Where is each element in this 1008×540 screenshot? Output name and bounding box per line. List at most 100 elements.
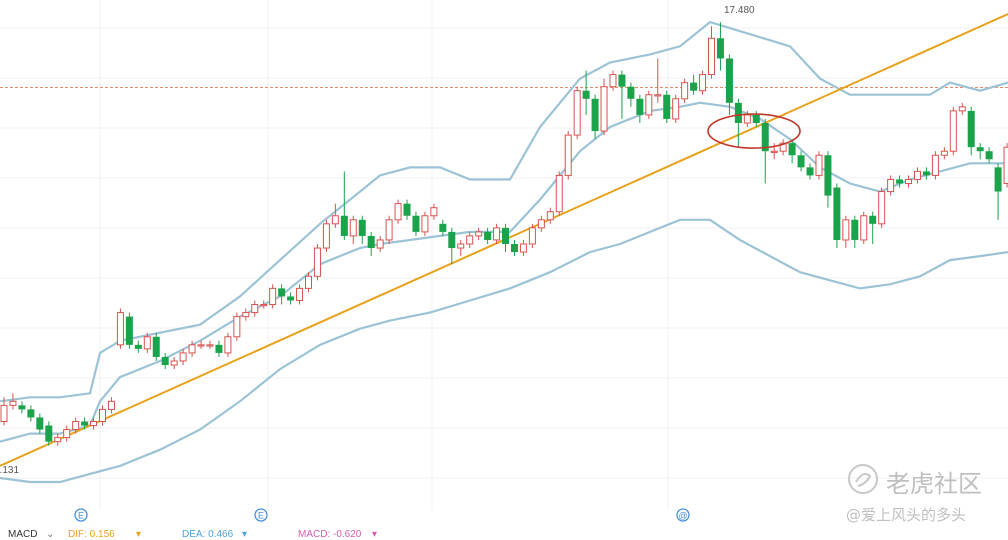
candle <box>510 239 518 257</box>
candle <box>546 207 554 224</box>
candle <box>9 393 17 410</box>
candle <box>99 405 107 426</box>
candle-body <box>385 219 393 241</box>
candle <box>340 171 348 240</box>
candle <box>582 70 590 115</box>
candle <box>448 227 456 265</box>
candle <box>922 167 930 180</box>
candle-body <box>940 150 948 156</box>
candle <box>609 70 617 91</box>
candle <box>555 171 563 216</box>
candle <box>322 219 330 253</box>
candle <box>967 106 975 156</box>
candle <box>251 300 259 317</box>
event-marker: @ <box>676 508 690 522</box>
candle <box>654 58 662 103</box>
candle-body <box>376 239 384 249</box>
candle-body <box>161 356 169 366</box>
candlestick-chart: 17.480 6.131 E E @ <box>0 0 1008 522</box>
dif-arrow-icon: ▾ <box>136 529 142 540</box>
candle-body <box>215 344 223 353</box>
candle <box>206 340 214 349</box>
candle-body <box>806 167 814 176</box>
candle-body <box>81 421 89 426</box>
candle-body <box>896 179 904 184</box>
candle-body <box>412 215 420 232</box>
candle-body <box>600 86 608 132</box>
candle-body <box>931 154 939 176</box>
candle-body <box>663 94 671 119</box>
candle <box>170 356 178 370</box>
candle <box>63 425 71 442</box>
candle <box>663 90 671 123</box>
event-marker-label: @ <box>678 511 687 521</box>
candle <box>537 215 545 232</box>
candle-body <box>716 38 724 59</box>
candle-body <box>824 155 832 196</box>
candle-body <box>27 409 35 418</box>
macd-name[interactable]: MACD <box>8 529 38 540</box>
candle <box>690 74 698 95</box>
candle <box>519 239 527 257</box>
chevron-down-icon[interactable]: ⌄ <box>46 529 55 540</box>
candle <box>779 139 787 156</box>
candle-body <box>99 408 107 422</box>
candle <box>815 151 823 180</box>
candle-body <box>394 203 402 221</box>
candle-body <box>502 227 510 244</box>
low-price-label: 6.131 <box>0 465 19 476</box>
candle <box>869 211 877 244</box>
candle <box>636 94 644 123</box>
candle-body <box>143 336 151 350</box>
candle <box>824 151 832 208</box>
candle <box>134 340 142 353</box>
bollinger-bands <box>0 20 1008 484</box>
candle <box>734 98 742 148</box>
dif-label: DIF: 0.156 <box>68 529 115 540</box>
candle-body <box>582 90 590 99</box>
watermark-brand: 老虎社区 <box>886 470 982 498</box>
candle-body <box>349 219 357 237</box>
candle-body <box>18 405 26 410</box>
event-marker-icon <box>74 508 88 522</box>
candle <box>90 417 98 430</box>
candle-body <box>125 316 133 345</box>
candle <box>260 300 268 309</box>
candle-body <box>134 344 142 349</box>
candle-body <box>905 178 913 184</box>
candle-body <box>152 336 160 357</box>
candle-body <box>761 122 769 152</box>
candle <box>188 340 196 357</box>
candle <box>197 340 205 349</box>
candle <box>161 352 169 370</box>
candle-body <box>287 296 295 301</box>
candle-body <box>188 344 196 354</box>
candle <box>358 215 366 244</box>
candle <box>143 332 151 353</box>
candle <box>287 292 295 305</box>
candle-body <box>0 404 8 422</box>
candle-body <box>976 147 984 152</box>
candle <box>591 94 599 140</box>
candle-body <box>90 420 98 427</box>
candle-body <box>45 425 53 442</box>
candles <box>0 22 1008 446</box>
candle <box>403 199 411 220</box>
candle-body <box>197 344 205 347</box>
candle-body <box>313 247 321 277</box>
candle-body <box>878 191 886 225</box>
candle-body <box>403 203 411 216</box>
candle <box>116 308 124 349</box>
candle <box>430 203 438 220</box>
candle-body <box>958 106 966 112</box>
candle-body <box>734 102 742 123</box>
candle-body <box>260 304 268 307</box>
tiger-logo-icon <box>848 464 878 494</box>
candle <box>0 397 8 426</box>
candle <box>905 175 913 188</box>
event-marker-label: E <box>258 511 264 521</box>
candle <box>725 54 733 115</box>
macd-arrow-icon: ▾ <box>372 529 378 540</box>
candle-body <box>179 352 187 362</box>
candle-body <box>725 58 733 103</box>
